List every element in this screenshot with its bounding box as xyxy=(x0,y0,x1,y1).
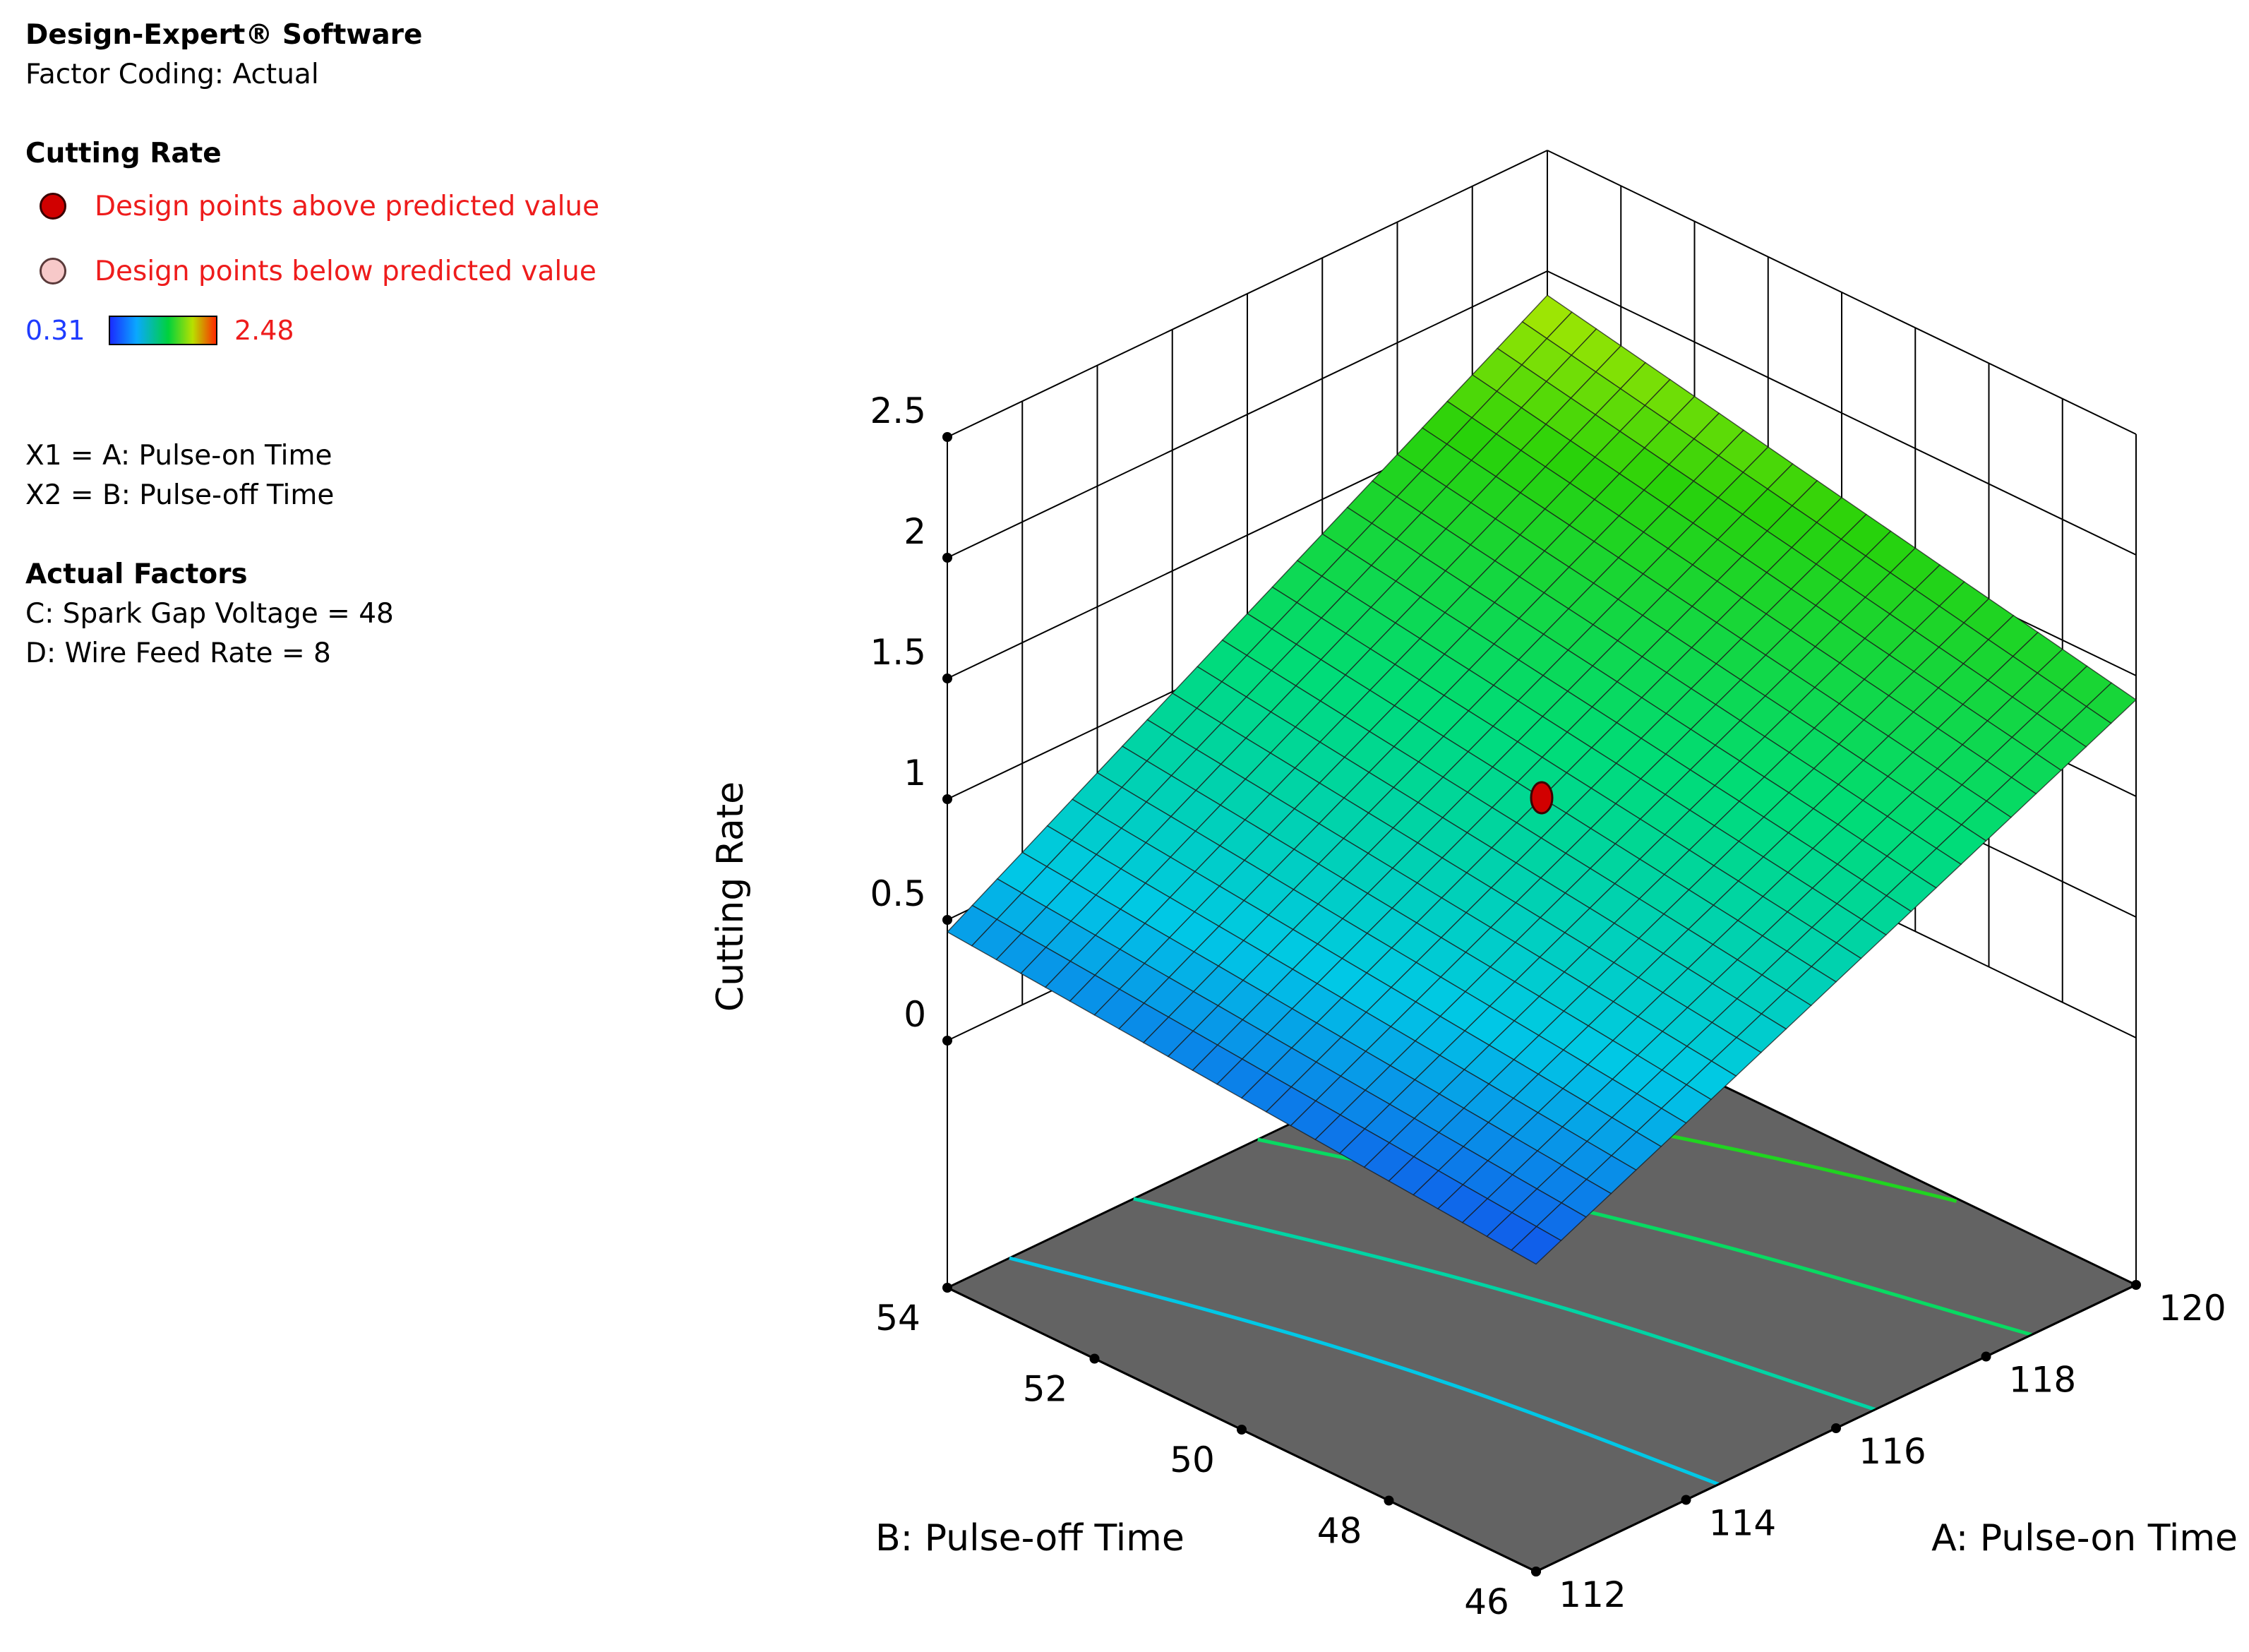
legend-below-label: Design points below predicted value xyxy=(95,255,596,287)
b-tick-dot xyxy=(942,1283,952,1293)
legend-above-label: Design points above predicted value xyxy=(95,190,600,222)
legend-panel: Design-Expert® Software Factor Coding: A… xyxy=(25,16,661,674)
z-axis-title: Cutting Rate xyxy=(709,782,752,1012)
actual-factors-title: Actual Factors xyxy=(25,558,248,590)
legend-below: Design points below predicted value xyxy=(25,239,661,304)
design-point-layer xyxy=(1530,781,1554,815)
color-scale: 0.31 2.48 xyxy=(25,304,661,357)
color-scale-max: 2.48 xyxy=(234,315,294,346)
point-below-icon xyxy=(40,258,66,285)
b-axis-title: B: Pulse-off Time xyxy=(875,1517,1185,1560)
b-tick-label: 50 xyxy=(1170,1439,1215,1480)
factor-coding: Factor Coding: Actual xyxy=(25,59,319,90)
a-tick-dot xyxy=(1681,1495,1691,1505)
color-scale-bar xyxy=(109,316,217,345)
z-tick-dot xyxy=(942,1036,952,1046)
b-tick-label: 52 xyxy=(1023,1369,1068,1410)
b-tick-label: 54 xyxy=(875,1298,920,1339)
software-title: Design-Expert® Software xyxy=(25,19,423,51)
a-tick-label: 112 xyxy=(1559,1574,1626,1615)
a-tick-dot xyxy=(2131,1280,2141,1290)
actual-factor-c: C: Spark Gap Voltage = 48 xyxy=(25,598,394,630)
surface-cell xyxy=(1511,1226,1562,1265)
a-tick-label: 116 xyxy=(1859,1431,1926,1472)
contour-line xyxy=(1133,1197,1876,1411)
z-tick-label: 1 xyxy=(904,753,926,794)
z-tick-dot xyxy=(942,794,952,804)
color-scale-min: 0.31 xyxy=(25,315,85,346)
b-tick-dot xyxy=(1237,1425,1247,1435)
b-tick-dot xyxy=(1384,1495,1394,1506)
b-tick-label: 48 xyxy=(1317,1511,1362,1552)
a-tick-dot xyxy=(1981,1351,1991,1362)
b-tick-dot xyxy=(1531,1567,1541,1576)
factor-map-x1: X1 = A: Pulse-on Time xyxy=(25,440,332,472)
contour-line xyxy=(1009,1256,1720,1486)
legend-above: Design points above predicted value xyxy=(25,174,661,239)
response-title: Cutting Rate xyxy=(25,138,222,169)
z-tick-label: 1.5 xyxy=(870,632,926,673)
z-tick-dot xyxy=(942,674,952,683)
z-tick-label: 0 xyxy=(904,994,926,1035)
factor-map-x2: X2 = B: Pulse-off Time xyxy=(25,479,335,511)
a-tick-label: 120 xyxy=(2159,1288,2226,1329)
z-tick-dot xyxy=(942,915,952,925)
a-axis-title: A: Pulse-on Time xyxy=(1931,1517,2238,1560)
z-tick-label: 2 xyxy=(904,511,926,552)
design-point-marker xyxy=(1530,781,1554,815)
ticks: 112 114 116 118 120 46 48 50 52 54 0 0.5 1 1.5 2 2.5 A: … xyxy=(709,390,2238,1622)
b-tick-label: 46 xyxy=(1464,1581,1509,1622)
response-surface xyxy=(946,294,2137,1265)
z-tick-label: 0.5 xyxy=(870,873,926,914)
z-tick-dot xyxy=(942,553,952,563)
a-tick-label: 114 xyxy=(1709,1503,1776,1544)
b-tick-dot xyxy=(1089,1353,1100,1364)
z-tick-dot xyxy=(942,432,952,442)
point-above-icon xyxy=(40,193,66,220)
a-tick-label: 118 xyxy=(2009,1360,2076,1401)
actual-factor-d: D: Wire Feed Rate = 8 xyxy=(25,638,331,669)
a-tick-dot xyxy=(1831,1423,1841,1433)
z-tick-label: 2.5 xyxy=(870,390,926,431)
